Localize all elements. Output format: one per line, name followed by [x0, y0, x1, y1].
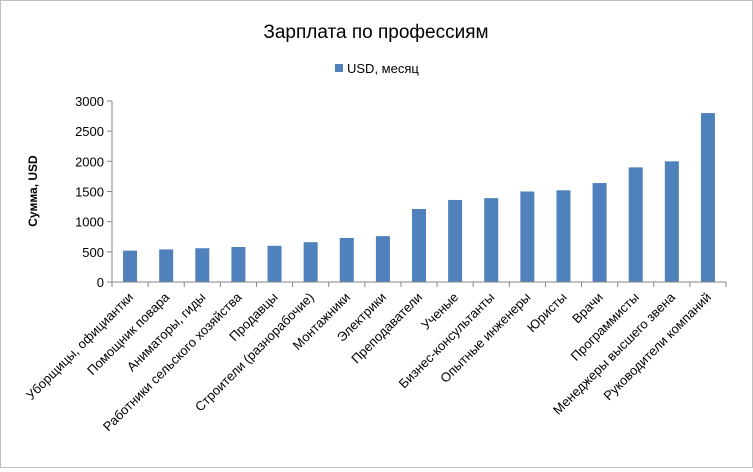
- bar: [375, 236, 390, 282]
- legend: USD, месяц: [335, 61, 419, 76]
- bar: [556, 190, 571, 282]
- bar: [520, 191, 535, 282]
- bar: [231, 247, 246, 282]
- bars: [123, 113, 715, 282]
- x-tick-label: Юристы: [524, 290, 570, 336]
- legend-label: USD, месяц: [347, 61, 419, 76]
- legend-swatch: [335, 64, 343, 72]
- bar: [700, 113, 715, 282]
- y-tick-label: 1500: [75, 185, 104, 200]
- y-axis-ticks: 0 500 1000 1500 2000 2500 3000: [75, 94, 112, 290]
- y-tick-label: 1000: [75, 215, 104, 230]
- bar: [303, 242, 318, 282]
- axes: [111, 101, 726, 283]
- y-tick-label: 0: [97, 275, 104, 290]
- bar: [123, 250, 138, 282]
- bar: [664, 161, 679, 282]
- y-tick-label: 500: [82, 245, 104, 260]
- bar: [159, 249, 174, 282]
- bar: [195, 248, 210, 282]
- bar: [484, 198, 499, 282]
- y-tick-label: 2500: [75, 124, 104, 139]
- bar: [339, 237, 354, 282]
- y-tick-label: 3000: [75, 94, 104, 109]
- bar: [592, 183, 607, 282]
- bar: [412, 208, 426, 282]
- chart-title: Зарплата по профессиям: [263, 22, 488, 43]
- bar: [267, 245, 282, 282]
- bar: [448, 199, 463, 282]
- bar: [628, 167, 643, 282]
- y-axis-label: Сумма, USD: [26, 155, 40, 227]
- y-tick-label: 2000: [75, 154, 104, 169]
